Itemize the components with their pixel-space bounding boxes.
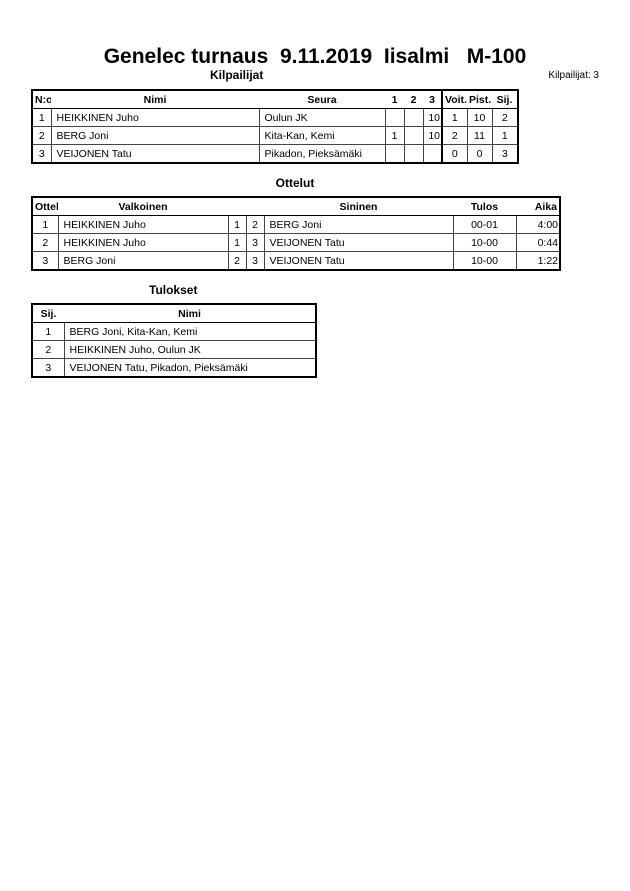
results-heading: Tulokset [149, 283, 198, 297]
header-row: N:o Nimi Seura 1 2 3 Voit. Pist. Sij. [32, 89, 518, 109]
table-cell: 2 [31, 233, 59, 252]
table-cell: HEIKKINEN Juho [57, 233, 229, 252]
table-cell: 1 [384, 126, 405, 145]
table-cell: 3 [245, 251, 265, 271]
table-cell: 2 [31, 340, 65, 359]
column-header: Voit. [441, 89, 467, 109]
table-cell: BERG Joni [50, 126, 260, 145]
table-cell: 1:22 [515, 251, 561, 271]
table-cell: 10 [422, 108, 443, 127]
table-cell [403, 144, 424, 164]
table-cell: Oulun JK [258, 108, 386, 127]
table-cell: 00-01 [452, 215, 517, 234]
table-cell: Pikadon, Pieksämäki [258, 144, 386, 164]
column-header: Sij. [492, 89, 518, 109]
results-table: Sij. Nimi 1 BERG Joni, Kita-Kan, Kemi 2 HEIKK… [31, 303, 317, 378]
table-row: 1 BERG Joni, Kita-Kan, Kemi [31, 322, 317, 341]
column-header: Ottelu [32, 196, 58, 216]
table-cell: 1 [227, 233, 247, 252]
table-cell: HEIKKINEN Juho, Oulun JK [63, 340, 317, 359]
table-cell: 10-00 [452, 233, 517, 252]
column-header: Sininen [264, 196, 453, 216]
table-row: 2 HEIKKINEN Juho 1 3 VEIJONEN Tatu 10-00 0:44 [31, 233, 561, 252]
table-cell: 11 [466, 126, 493, 145]
table-cell: 10-00 [452, 251, 517, 271]
table-cell: 10 [422, 126, 443, 145]
competitors-heading: Kilpailijat [210, 68, 264, 82]
competitors-table: N:o Nimi Seura 1 2 3 Voit. Pist. Sij. 1 HEIKKINEN … [31, 89, 519, 164]
table-cell: 2 [31, 126, 52, 145]
table-cell: 2 [227, 251, 247, 271]
table-cell: VEIJONEN Tatu [50, 144, 260, 164]
table-cell [422, 144, 443, 164]
column-header: Aika [516, 196, 560, 216]
table-cell [384, 144, 405, 164]
table-cell: 10 [466, 108, 493, 127]
table-cell: 4:00 [515, 215, 561, 234]
column-header: Valkoinen [58, 196, 228, 216]
column-header: Pist. [467, 89, 492, 109]
table-cell: HEIKKINEN Juho [50, 108, 260, 127]
table-cell [384, 108, 405, 127]
table-cell: 0 [466, 144, 493, 164]
column-header: Sij. [32, 303, 64, 323]
table-cell: 0 [441, 144, 468, 164]
table-cell: 1 [227, 215, 247, 234]
column-header: Seura [259, 89, 385, 109]
table-cell: HEIKKINEN Juho [57, 215, 229, 234]
table-cell: 3 [491, 144, 519, 164]
table-cell: VEIJONEN Tatu [263, 251, 454, 271]
table-cell: 3 [31, 358, 65, 378]
table-cell [403, 108, 424, 127]
table-cell: BERG Joni [57, 251, 229, 271]
column-header: Tulos [453, 196, 516, 216]
table-row: 1 HEIKKINEN Juho Oulun JK 10 1 10 2 [31, 108, 519, 127]
table-cell: 1 [441, 108, 468, 127]
table-row: 2 BERG Joni Kita-Kan, Kemi 1 10 2 11 1 [31, 126, 519, 145]
column-header: Nimi [51, 89, 259, 109]
table-cell: 2 [441, 126, 468, 145]
column-header: 1 [385, 89, 404, 109]
table-row: 3 VEIJONEN Tatu Pikadon, Pieksämäki 0 0 3 [31, 144, 519, 164]
table-cell: 3 [245, 233, 265, 252]
page-title: Genelec turnaus 9.11.2019 Iisalmi M-100 [103, 45, 527, 68]
table-cell: BERG Joni, Kita-Kan, Kemi [63, 322, 317, 341]
table-cell: 2 [491, 108, 519, 127]
column-header: 3 [423, 89, 442, 109]
table-cell: 3 [31, 144, 52, 164]
table-cell: 1 [31, 108, 52, 127]
matches-heading: Ottelut [275, 176, 315, 190]
column-header: Nimi [64, 303, 316, 323]
table-row: 1 HEIKKINEN Juho 1 2 BERG Joni 00-01 4:00 [31, 215, 561, 234]
column-header: N:o [32, 89, 51, 109]
table-row: 3 BERG Joni 2 3 VEIJONEN Tatu 10-00 1:22 [31, 251, 561, 271]
table-cell: 1 [31, 215, 59, 234]
table-cell: Kita-Kan, Kemi [258, 126, 386, 145]
table-cell: 3 [31, 251, 59, 271]
table-cell: VEIJONEN Tatu [263, 233, 454, 252]
table-cell: 1 [31, 322, 65, 341]
header-row: Sij. Nimi [32, 303, 316, 323]
table-cell: VEIJONEN Tatu, Pikadon, Pieksämäki [63, 358, 317, 378]
table-row: 3 VEIJONEN Tatu, Pikadon, Pieksämäki [31, 358, 317, 378]
table-cell: BERG Joni [263, 215, 454, 234]
table-row: 2 HEIKKINEN Juho, Oulun JK [31, 340, 317, 359]
column-header [228, 196, 246, 216]
column-header: 2 [404, 89, 423, 109]
competitor-count: Kilpailijat: 3 [548, 70, 599, 81]
table-cell: 2 [245, 215, 265, 234]
table-cell: 1 [491, 126, 519, 145]
table-cell: 0:44 [515, 233, 561, 252]
column-header [246, 196, 264, 216]
table-cell [403, 126, 424, 145]
